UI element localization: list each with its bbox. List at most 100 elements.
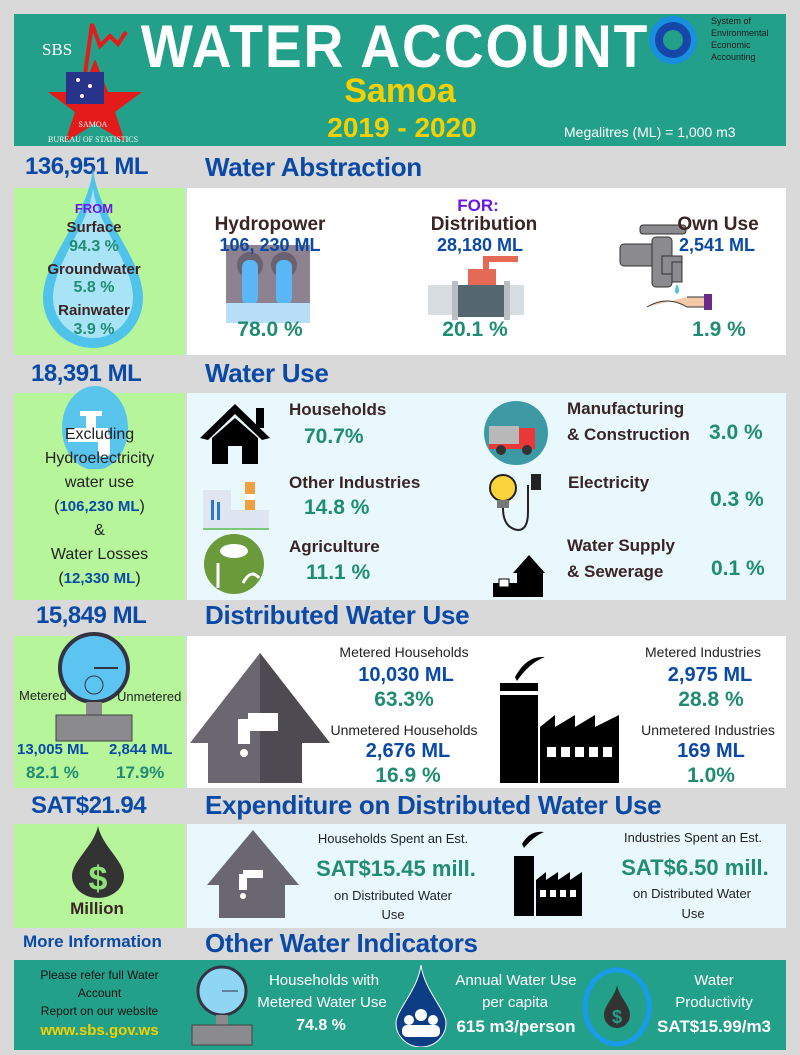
seea-line: System of <box>711 16 752 26</box>
use-pct: 78.0 % <box>237 318 303 341</box>
metered-value: 13,005 ML <box>17 741 89 758</box>
source-pct: 3.9 % <box>73 321 115 338</box>
hydro-value: 106,230 ML <box>59 498 140 515</box>
sector-pct: 70.7% <box>304 425 364 448</box>
indicator-label-2: Productivity <box>675 994 753 1011</box>
sector-label-2: & Construction <box>567 425 690 444</box>
info-line: Please refer full Water <box>40 968 159 982</box>
metered-pct: 82.1 % <box>26 763 79 782</box>
indicator-value: 74.8 % <box>296 1017 346 1034</box>
distributed-total: 15,849 ML <box>36 602 147 629</box>
households-spent-note-2: Use <box>381 907 405 922</box>
unmetered-households-pct: 16.9 % <box>375 764 441 787</box>
sector-label: Water Supply <box>567 536 675 555</box>
water-supply-icon <box>493 555 545 597</box>
note-line: water use <box>64 474 135 491</box>
water-drop-icon <box>43 168 143 348</box>
indicator-label: Water <box>694 972 734 989</box>
tap-hand-icon <box>619 224 712 310</box>
note-line: & <box>94 522 105 539</box>
sector-label: Agriculture <box>289 537 380 556</box>
industries-spent-note-2: Use <box>681 906 705 921</box>
house-icon <box>200 404 270 464</box>
unmetered-households-label: Unmetered Households <box>330 722 478 738</box>
unit-note: Megalitres (ML) = 1,000 m3 <box>564 124 736 140</box>
use-value: 2,541 ML <box>678 235 756 255</box>
meter-small-icon <box>191 965 253 1046</box>
sector-pct: 11.1 % <box>306 561 371 584</box>
indicator-label: Households with <box>268 972 380 989</box>
abstraction-total: 136,951 ML <box>25 153 149 180</box>
unmetered-pct: 17.9% <box>116 763 165 782</box>
paren: ( <box>58 570 64 587</box>
note-line: Water Losses <box>50 546 149 563</box>
source-label: Groundwater <box>47 261 141 278</box>
note-hydro: (106,230 ML) <box>14 495 185 519</box>
unmetered-industries-pct: 1.0% <box>687 764 735 787</box>
website-link[interactable]: www.sbs.gov.ws <box>40 1022 159 1039</box>
seea-line: Economic <box>711 40 751 50</box>
indicator-value: 615 m3/person <box>456 1017 576 1036</box>
metered-industries-pct: 28.8 % <box>678 688 744 711</box>
sector-label: Manufacturing <box>567 399 685 418</box>
sector-pct: 3.0 % <box>709 421 763 444</box>
indicator-label: Annual Water Use <box>455 972 577 989</box>
source-pct: 5.8 % <box>73 279 115 296</box>
industries-spent-note: on Distributed Water <box>632 886 752 901</box>
sector-label-2: & Sewerage <box>567 562 664 581</box>
svg-text:$: $ <box>612 1007 622 1027</box>
sbs-star-logo-icon <box>48 23 142 142</box>
sbs-logo-text: SBS <box>42 40 73 59</box>
water-meter-icon <box>55 632 133 742</box>
source-label: Surface <box>66 219 122 236</box>
note-line: Hydroelectricity <box>44 450 155 467</box>
source-pct: 94.3 % <box>69 238 119 255</box>
expenditure-title: Expenditure on Distributed Water Use <box>205 790 662 820</box>
use-label: Hydropower <box>214 214 326 235</box>
factory-small-icon <box>514 831 582 916</box>
metered-label: Metered <box>19 688 67 703</box>
paren: ) <box>135 570 141 587</box>
factory-icon <box>203 482 269 530</box>
paren: ( <box>54 498 60 515</box>
metered-industries-label: Metered Industries <box>645 644 761 660</box>
logo-samoa-text: SAMOA <box>78 120 108 129</box>
metered-households-pct: 63.3% <box>374 688 434 711</box>
use-label: Distribution <box>430 214 538 235</box>
paren: ) <box>139 498 145 515</box>
sector-pct: 14.8 % <box>304 496 370 519</box>
sector-label: Households <box>289 400 387 419</box>
tap-circle-icon <box>62 386 128 469</box>
sector-pct: 0.1 % <box>711 557 765 580</box>
info-box: Please refer full Water Account Report o… <box>14 962 185 1050</box>
metered-industries-value: 2,975 ML <box>667 664 753 686</box>
losses-value: 12,330 ML <box>63 570 136 587</box>
dollar-drop-icon: $ <box>72 826 124 898</box>
note-losses: (12,330 ML) <box>14 567 185 591</box>
sources-heading: FROM <box>74 201 114 216</box>
expenditure-unit: Million <box>70 899 124 918</box>
water-use-title: Water Use <box>205 358 329 388</box>
unmetered-value: 2,844 ML <box>109 741 173 758</box>
indicators-title: Other Water Indicators <box>205 928 478 958</box>
house-tap-small-icon <box>207 830 299 918</box>
indicator-value: SAT$15.99/m3 <box>656 1017 772 1036</box>
source-label: Rainwater <box>58 302 130 319</box>
agriculture-icon <box>204 534 264 594</box>
factory-black-icon <box>500 656 619 783</box>
info-line: Account <box>77 986 122 1000</box>
metered-households-value: 10,030 ML <box>358 664 454 686</box>
seea-line: Environmental <box>711 28 769 38</box>
water-use-note: Excluding Hydroelectricity water use (10… <box>14 423 185 591</box>
seea-text: System of Environmental Economic Account… <box>711 15 769 63</box>
use-label: Own Use <box>677 214 759 235</box>
abstraction-title: Water Abstraction <box>205 152 422 182</box>
unmetered-industries-label: Unmetered Industries <box>641 722 775 738</box>
distributed-title: Distributed Water Use <box>205 600 470 630</box>
seea-line: Accounting <box>711 52 756 62</box>
unmetered-label: Unmetered <box>117 689 182 704</box>
indicator-label-2: per capita <box>482 994 548 1011</box>
water-use-total: 18,391 ML <box>31 360 142 387</box>
dollar-circle-icon: $ <box>582 967 652 1047</box>
sector-label: Electricity <box>568 473 650 492</box>
